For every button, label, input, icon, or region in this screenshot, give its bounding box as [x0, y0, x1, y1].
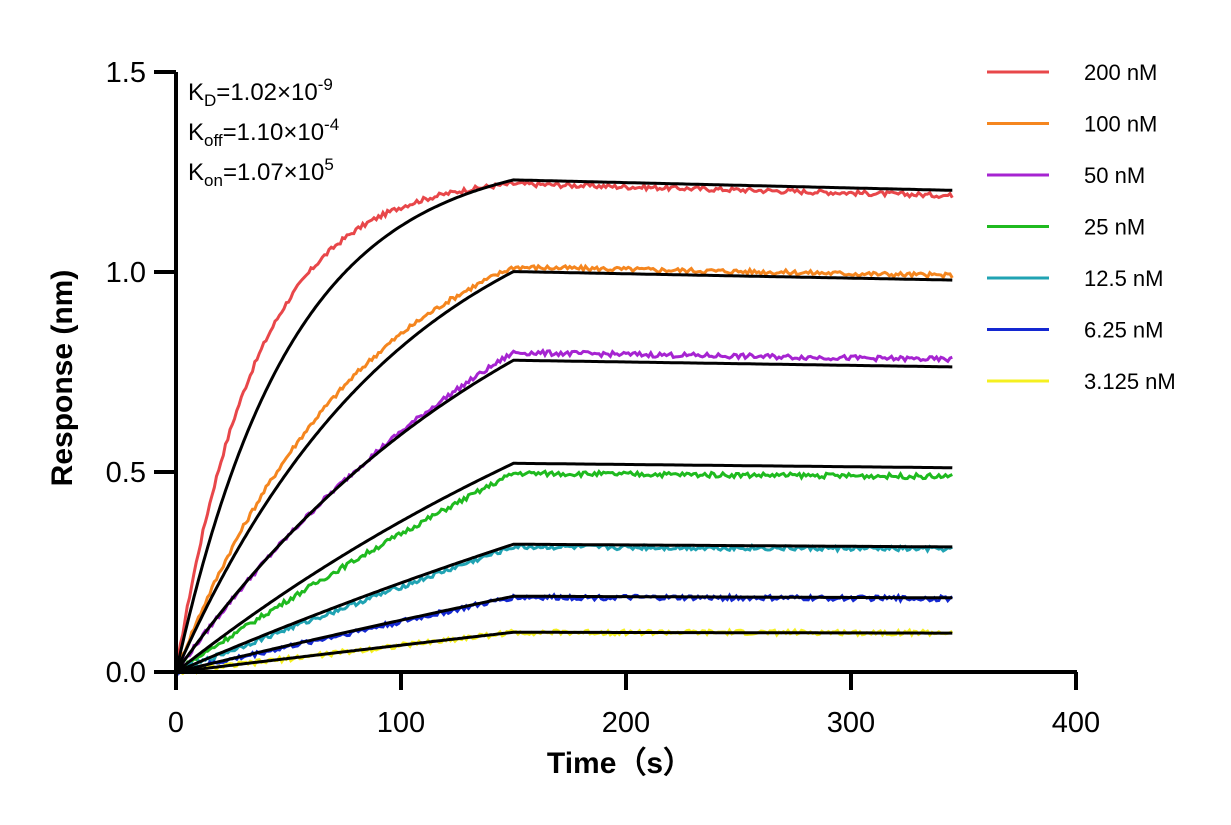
legend-label: 50 nM [1084, 163, 1145, 188]
legend-label: 6.25 nM [1084, 318, 1164, 343]
y-axis-title: Response (nm) [46, 270, 79, 487]
fit-line-50-nM [174, 358, 953, 673]
series-line-100-nM [174, 263, 954, 673]
fit-line-200-nM [174, 178, 953, 673]
fit-line-3.125-nM [175, 630, 953, 674]
legend-label: 25 nM [1084, 215, 1145, 240]
y-tick-label: 1.0 [106, 257, 146, 289]
legend-label: 100 nM [1084, 112, 1157, 137]
fit-line-25-nM [175, 461, 953, 674]
y-tick-label: 1.5 [106, 57, 146, 89]
x-axis-ticks: 0 100 200 300 400 [168, 672, 1100, 739]
x-tick-label: 200 [602, 707, 650, 739]
fit-line-6.25-nM [175, 594, 953, 674]
x-tick-label: 300 [827, 707, 875, 739]
kinetic-constant-off: Koff=1.10×10-4 [188, 115, 339, 150]
legend: 200 nM 100 nM 50 nM 25 nM 12.5 nM 6.25 nM 3.12… [987, 60, 1176, 394]
series-line-3.125-nM [175, 627, 954, 676]
series-line-200-nM [174, 179, 954, 673]
series-line-12.5-nM [174, 542, 953, 674]
fit-line-100-nM [174, 270, 953, 673]
legend-label: 200 nM [1084, 60, 1157, 85]
y-tick-label: 0.0 [106, 657, 146, 689]
x-tick-label: 400 [1052, 707, 1100, 739]
legend-label: 3.125 nM [1084, 369, 1176, 394]
series-line-25-nM [175, 468, 953, 674]
x-tick-label: 100 [377, 707, 425, 739]
fit-line-12.5-nM [175, 542, 953, 674]
x-tick-label: 0 [168, 707, 184, 739]
kinetic-constants: KD=1.02×10-9 Koff=1.10×10-4 Kon=1.07×105 [188, 75, 339, 190]
y-tick-label: 0.5 [106, 457, 146, 489]
kinetic-constant-D: KD=1.02×10-9 [188, 75, 333, 110]
y-axis-ticks: 0.0 0.5 1.0 1.5 [106, 57, 176, 689]
data-curves [174, 179, 954, 676]
x-axis-title: Time（s） [547, 746, 693, 780]
fit-curves [174, 178, 953, 674]
legend-label: 12.5 nM [1084, 266, 1164, 291]
kinetic-constant-on: Kon=1.07×105 [188, 155, 334, 190]
